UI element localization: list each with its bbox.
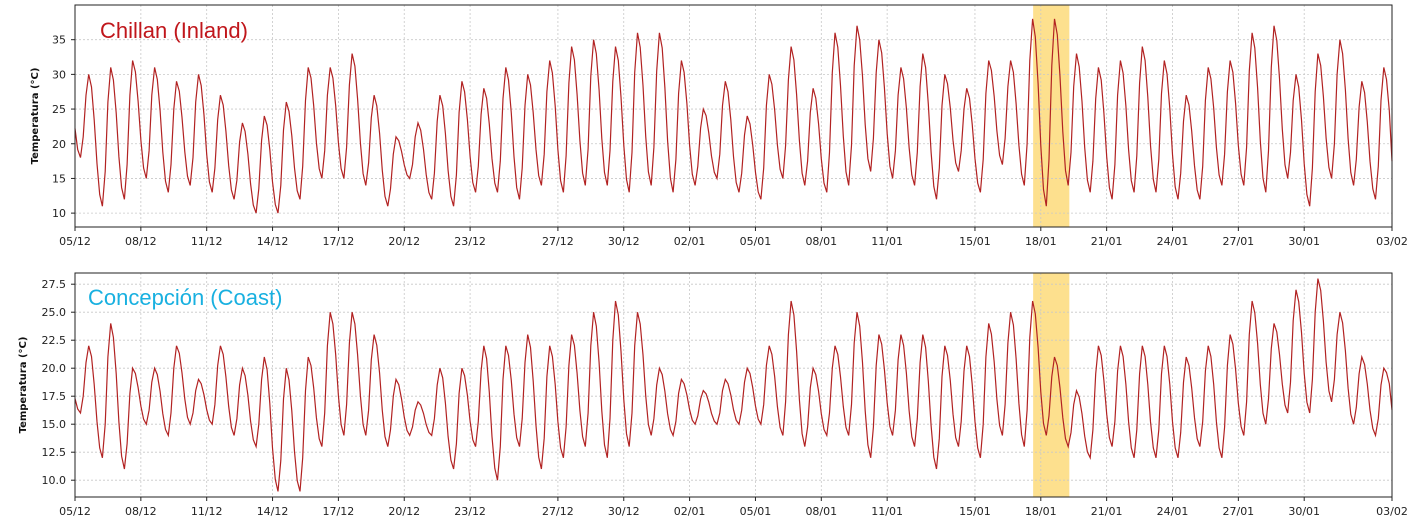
x-tick-labels: 05/12 08/12 11/12 14/12 17/12 20/12 23/12 27/12… xyxy=(59,497,1408,518)
x-tick-label: 30/12 xyxy=(608,235,640,248)
x-tick-label: 27/01 xyxy=(1222,505,1254,518)
y-tick-label: 20.0 xyxy=(42,362,67,375)
highlight-band xyxy=(1033,5,1070,227)
panel-chillan: 10 15 20 25 30 35 05/12 08/12 11/12 14/12 17/12 20… xyxy=(30,4,1408,248)
x-tick-label: 17/12 xyxy=(323,235,355,248)
x-tick-label: 30/12 xyxy=(608,505,640,518)
x-tick-label: 30/01 xyxy=(1288,235,1320,248)
x-tick-label: 05/01 xyxy=(740,505,772,518)
x-tick-label: 30/01 xyxy=(1288,505,1320,518)
y-tick-label: 35 xyxy=(52,34,66,47)
y-tick-label: 15 xyxy=(52,172,66,185)
plot-frame xyxy=(74,4,1393,228)
x-tick-label: 08/12 xyxy=(125,235,157,248)
plot-frame xyxy=(74,272,1393,498)
x-tick-label: 11/12 xyxy=(191,505,223,518)
y-tick-label: 12.5 xyxy=(42,446,67,459)
y-tick-label: 10.0 xyxy=(42,474,67,487)
x-tick-label: 27/12 xyxy=(542,505,574,518)
x-tick-label: 18/01 xyxy=(1025,235,1057,248)
x-tick-label: 21/01 xyxy=(1091,235,1123,248)
y-tick-label: 25 xyxy=(52,103,66,116)
x-tick-labels: 05/12 08/12 11/12 14/12 17/12 20/12 23/12 27/12… xyxy=(59,227,1408,248)
y-tick-label: 10 xyxy=(52,207,66,220)
x-tick-label: 23/12 xyxy=(454,235,486,248)
x-tick-label: 03/02 xyxy=(1376,505,1408,518)
y-tick-label: 17.5 xyxy=(42,390,67,403)
x-tick-label: 23/12 xyxy=(454,505,486,518)
y-tick-label: 30 xyxy=(52,68,66,81)
x-tick-label: 05/12 xyxy=(59,505,91,518)
x-tick-label: 24/01 xyxy=(1157,505,1189,518)
grid xyxy=(74,5,1393,227)
x-tick-label: 08/01 xyxy=(805,505,837,518)
x-tick-label: 27/01 xyxy=(1222,235,1254,248)
y-tick-labels: 10 15 20 25 30 35 xyxy=(52,34,75,220)
y-axis-label: Temperatura (°C) xyxy=(18,337,29,434)
panel-title: Chillan (Inland) xyxy=(100,18,248,43)
x-tick-label: 11/01 xyxy=(871,235,903,248)
x-tick-label: 11/12 xyxy=(191,235,223,248)
panel-title: Concepción (Coast) xyxy=(88,285,282,310)
x-tick-label: 05/01 xyxy=(740,235,772,248)
series-line xyxy=(74,278,1393,492)
x-tick-label: 02/01 xyxy=(674,235,706,248)
x-tick-label: 14/12 xyxy=(257,235,289,248)
x-tick-label: 15/01 xyxy=(959,505,991,518)
x-tick-label: 14/12 xyxy=(257,505,289,518)
y-tick-labels: 10.0 12.5 15.0 17.5 20.0 22.5 25.0 27.5 xyxy=(42,278,75,487)
y-tick-label: 27.5 xyxy=(42,278,67,291)
x-tick-label: 20/12 xyxy=(388,235,420,248)
y-tick-label: 15.0 xyxy=(42,418,67,431)
x-tick-label: 05/12 xyxy=(59,235,91,248)
y-tick-label: 22.5 xyxy=(42,334,67,347)
x-tick-label: 17/12 xyxy=(323,505,355,518)
x-tick-label: 03/02 xyxy=(1376,235,1408,248)
x-tick-label: 21/01 xyxy=(1091,505,1123,518)
x-tick-label: 18/01 xyxy=(1025,505,1057,518)
x-tick-label: 08/12 xyxy=(125,505,157,518)
x-tick-label: 11/01 xyxy=(871,505,903,518)
x-tick-label: 02/01 xyxy=(674,505,706,518)
panel-concepcion: 10.0 12.5 15.0 17.5 20.0 22.5 25.0 27.5 05/12 08… xyxy=(18,272,1408,518)
x-tick-label: 20/12 xyxy=(388,505,420,518)
y-tick-label: 20 xyxy=(52,138,66,151)
x-tick-label: 08/01 xyxy=(805,235,837,248)
x-tick-label: 27/12 xyxy=(542,235,574,248)
y-tick-label: 25.0 xyxy=(42,306,67,319)
x-tick-label: 24/01 xyxy=(1157,235,1189,248)
x-tick-label: 15/01 xyxy=(959,235,991,248)
series-line xyxy=(74,18,1393,214)
y-axis-label: Temperatura (°C) xyxy=(30,68,41,165)
